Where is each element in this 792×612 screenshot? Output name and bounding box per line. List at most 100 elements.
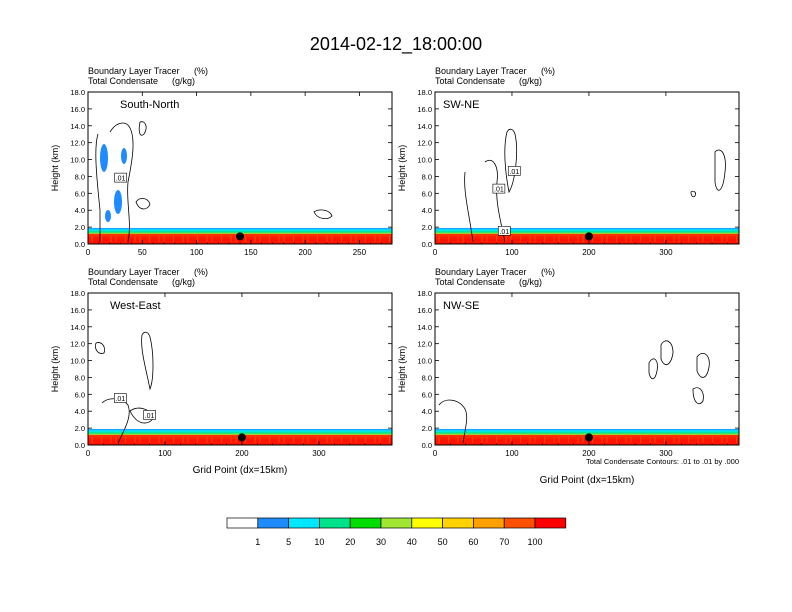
y-tick-label: 16.0 (70, 105, 85, 114)
condensate-contour (692, 387, 704, 405)
y-tick-label: 2.0 (422, 424, 432, 433)
y-axis-label: Height (km) (50, 346, 60, 393)
y-tick-label: 6.0 (75, 189, 85, 198)
condensate-blob (121, 148, 127, 164)
plot-area: .01 .01 (88, 331, 392, 445)
header-line1-label: Boundary Layer Tracer (88, 267, 180, 277)
condensate-contour (313, 209, 333, 220)
x-tick-label: 200 (582, 248, 596, 257)
contour-note: Total Condensate Contours: .01 to .01 by… (586, 457, 739, 466)
contour-label-box (497, 226, 511, 236)
y-tick-label: 18.0 (70, 289, 85, 298)
x-tick-label: 0 (86, 449, 91, 458)
y-axis-label: Height (km) (50, 145, 60, 192)
colorbar-level-label: 50 (438, 537, 448, 547)
plot-frame (434, 91, 740, 245)
panel-sw-ne: Boundary Layer Tracer (%) Total Condensa… (397, 66, 740, 257)
y-tick-label: 4.0 (75, 407, 85, 416)
x-tick-label: 250 (353, 248, 367, 257)
location-marker (584, 232, 593, 241)
plot-area: .01 (88, 121, 392, 244)
condensate-contour (690, 190, 696, 198)
colorbar-swatch (349, 517, 382, 529)
location-marker (236, 232, 244, 241)
condensate-contour (660, 340, 674, 366)
y-tick-label: 14.0 (417, 122, 432, 131)
y-tick-label: 14.0 (70, 323, 85, 332)
header-line1-unit: (%) (541, 66, 555, 76)
y-tick-label: 4.0 (422, 206, 432, 215)
x-tick-label: 200 (235, 449, 249, 458)
colorbar-swatch (257, 517, 289, 529)
y-tick-label: 12.0 (417, 340, 432, 349)
colorbar-swatch (442, 517, 474, 529)
header-line1-unit: (%) (541, 267, 555, 277)
y-tick-label: 2.0 (422, 223, 432, 232)
x-tick-label: 150 (244, 248, 258, 257)
condensate-contour (696, 353, 710, 378)
colorbar-swatch (319, 517, 351, 529)
y-tick-label: 8.0 (75, 373, 85, 382)
y-tick-label: 16.0 (417, 306, 432, 315)
header-line1-label: Boundary Layer Tracer (435, 66, 527, 76)
x-tick-label: 50 (138, 248, 147, 257)
y-tick-label: 10.0 (70, 357, 85, 366)
condensate-contour (438, 399, 468, 444)
header-line2-label: Total Condensate (435, 277, 505, 287)
plot-frame (87, 292, 393, 446)
condensate-contour (138, 121, 147, 136)
y-tick-label: 6.0 (75, 390, 85, 399)
y-axis-label: Height (km) (397, 145, 407, 192)
condensate-contour (135, 198, 151, 210)
colorbar-swatch (473, 517, 505, 529)
plot-area: .01 .01 .01 (435, 128, 739, 244)
x-axis-label: Grid Point (dx=15km) (193, 465, 288, 476)
contour-label-box (143, 410, 156, 420)
y-tick-label: 14.0 (417, 323, 432, 332)
x-tick-label: 200 (582, 449, 596, 458)
condensate-contour (504, 128, 517, 194)
y-axis-label: Height (km) (397, 346, 407, 393)
location-marker (237, 433, 246, 442)
y-tick-label: 8.0 (422, 373, 432, 382)
y-tick-label: 8.0 (75, 172, 85, 181)
contour-label: .01 (499, 229, 509, 236)
y-tick-label: 6.0 (422, 189, 432, 198)
y-tick-label: 18.0 (417, 289, 432, 298)
contour-label: .01 (509, 169, 519, 176)
panel-label: SW-NE (443, 99, 479, 111)
condensate-blob (114, 190, 122, 214)
contour-label-box (114, 172, 127, 183)
y-tick-label: 2.0 (75, 424, 85, 433)
condensate-blob (105, 210, 111, 222)
header-line1-label: Boundary Layer Tracer (88, 66, 180, 76)
panel-label: NW-SE (443, 300, 479, 312)
header-line2-unit: (g/kg) (172, 277, 195, 287)
x-tick-label: 0 (86, 248, 91, 257)
y-tick-label: 6.0 (422, 390, 432, 399)
x-axis-label: Grid Point (dx=15km) (540, 475, 635, 486)
colorbar-swatch (226, 517, 259, 529)
contour-label: .01 (494, 187, 504, 194)
figure-title: 2014-02-12_18:00:00 (310, 34, 482, 55)
panel-label: South-North (120, 99, 179, 111)
colorbar-swatch (503, 517, 536, 529)
contour-label-box (114, 393, 127, 403)
colorbar-level-label: 5 (286, 537, 291, 547)
x-tick-label: 200 (298, 248, 312, 257)
condensate-blob (100, 144, 108, 172)
y-tick-label: 0.0 (75, 441, 85, 450)
colorbar-level-label: 60 (468, 537, 478, 547)
colorbar-swatch (411, 517, 443, 529)
plot-frame (87, 91, 393, 245)
y-tick-label: 18.0 (417, 88, 432, 97)
plot-area (435, 340, 739, 445)
x-tick-label: 100 (158, 449, 172, 458)
x-tick-label: 0 (433, 248, 438, 257)
header-line2-unit: (g/kg) (519, 277, 542, 287)
y-tick-label: 8.0 (422, 172, 432, 181)
condensate-contour (95, 122, 134, 243)
y-tick-label: 16.0 (70, 306, 85, 315)
y-tick-label: 14.0 (70, 122, 85, 131)
